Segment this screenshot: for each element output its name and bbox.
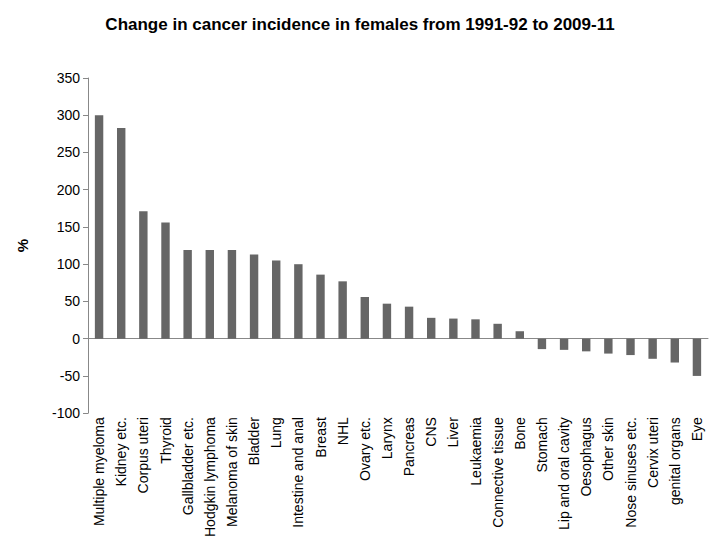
svg-text:300: 300 xyxy=(57,107,81,123)
svg-text:150: 150 xyxy=(57,219,81,235)
svg-text:Change in cancer incidence in: Change in cancer incidence in females fr… xyxy=(105,15,614,34)
svg-text:100: 100 xyxy=(57,256,81,272)
svg-text:%: % xyxy=(14,239,31,252)
svg-text:Kidney etc.: Kidney etc. xyxy=(113,417,129,486)
svg-text:350: 350 xyxy=(57,70,81,86)
svg-text:Ovary etc.: Ovary etc. xyxy=(357,417,373,481)
svg-text:Bladder: Bladder xyxy=(246,417,262,466)
svg-text:-50: -50 xyxy=(60,368,80,384)
svg-text:Intestine and anal: Intestine and anal xyxy=(290,417,306,528)
svg-text:Hodgkin lymphoma: Hodgkin lymphoma xyxy=(202,417,218,537)
svg-text:Lung: Lung xyxy=(268,417,284,448)
svg-text:Lip and oral cavity: Lip and oral cavity xyxy=(556,417,572,530)
svg-text:Breast: Breast xyxy=(313,417,329,458)
svg-text:Connective tissue: Connective tissue xyxy=(490,417,506,528)
svg-text:Other skin: Other skin xyxy=(600,417,616,481)
svg-text:Corpus uteri: Corpus uteri xyxy=(135,417,151,493)
svg-text:Stomach: Stomach xyxy=(534,417,550,472)
svg-text:-100: -100 xyxy=(52,405,80,421)
svg-text:Leukaemia: Leukaemia xyxy=(468,417,484,486)
svg-text:Liver: Liver xyxy=(445,417,461,448)
svg-text:Gallbladder etc.: Gallbladder etc. xyxy=(180,417,196,515)
svg-text:Melanoma of skin: Melanoma of skin xyxy=(224,417,240,527)
svg-text:CNS: CNS xyxy=(423,417,439,447)
svg-text:200: 200 xyxy=(57,182,81,198)
svg-text:Nose sinuses etc.: Nose sinuses etc. xyxy=(623,417,639,528)
svg-text:0: 0 xyxy=(72,331,80,347)
svg-text:250: 250 xyxy=(57,144,81,160)
svg-text:50: 50 xyxy=(64,293,80,309)
svg-text:genital organs: genital organs xyxy=(667,417,683,505)
svg-text:Pancreas: Pancreas xyxy=(401,417,417,476)
svg-text:Larynx: Larynx xyxy=(379,417,395,459)
svg-text:NHL: NHL xyxy=(335,417,351,445)
svg-text:Cervix uteri: Cervix uteri xyxy=(645,417,661,488)
svg-text:Bone: Bone xyxy=(512,417,528,450)
svg-text:Eye: Eye xyxy=(689,417,705,441)
svg-text:Oesophagus: Oesophagus xyxy=(578,417,594,496)
svg-text:Thyroid: Thyroid xyxy=(158,417,174,464)
svg-text:Multiple myeloma: Multiple myeloma xyxy=(91,417,107,526)
